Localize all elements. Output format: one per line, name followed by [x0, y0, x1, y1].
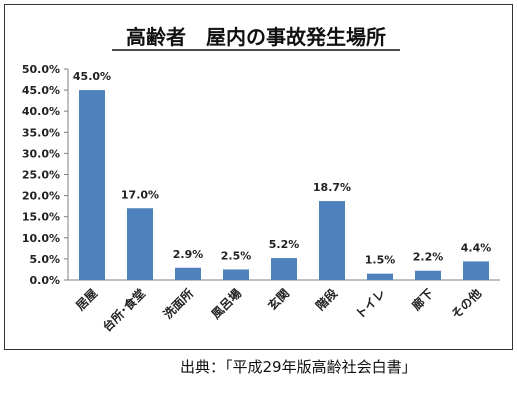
y-tick-label: 10.0%: [22, 232, 60, 245]
data-label: 2.2%: [413, 251, 444, 264]
x-tick-label: トイレ: [353, 286, 388, 321]
source-note: 出典：「平成29年版高齢社会白書」: [180, 358, 417, 376]
x-tick-label: 階段: [313, 285, 341, 313]
x-tick-label: 台所･食堂: [99, 286, 148, 335]
bar: [223, 269, 249, 280]
data-label: 5.2%: [269, 238, 300, 251]
x-tick-label: 玄関: [265, 286, 293, 314]
bar: [175, 267, 201, 280]
x-tick-label: その他: [448, 286, 484, 322]
bar: [271, 258, 297, 280]
y-tick-label: 50.0%: [22, 63, 60, 76]
y-tick-label: 15.0%: [22, 211, 60, 224]
data-label: 1.5%: [365, 254, 396, 267]
y-tick-label: 25.0%: [22, 169, 60, 182]
bar: [463, 261, 489, 280]
y-tick-label: 35.0%: [22, 126, 60, 139]
data-label: 45.0%: [73, 70, 111, 83]
y-tick-label: 30.0%: [22, 147, 60, 160]
bar: [127, 208, 153, 280]
data-label: 2.5%: [221, 249, 252, 262]
chart-title: 高齢者 屋内の事故発生場所: [126, 25, 386, 49]
bar: [367, 273, 393, 280]
y-tick-label: 40.0%: [22, 105, 60, 118]
x-tick-label: 居屋: [73, 286, 100, 313]
data-label: 18.7%: [313, 181, 351, 194]
y-tick-label: 0.0%: [29, 274, 60, 287]
x-tick-label: 廊下: [409, 286, 437, 314]
bar: [79, 90, 105, 280]
data-label: 17.0%: [121, 188, 159, 201]
bar: [415, 270, 441, 280]
x-tick-label: 洗面所: [160, 286, 196, 322]
data-label: 4.4%: [461, 241, 492, 254]
y-tick-label: 20.0%: [22, 190, 60, 203]
bar: [319, 201, 345, 280]
y-tick-label: 45.0%: [22, 84, 60, 97]
y-tick-label: 5.0%: [29, 253, 60, 266]
x-tick-label: 風呂場: [208, 286, 244, 322]
data-label: 2.9%: [173, 248, 204, 261]
